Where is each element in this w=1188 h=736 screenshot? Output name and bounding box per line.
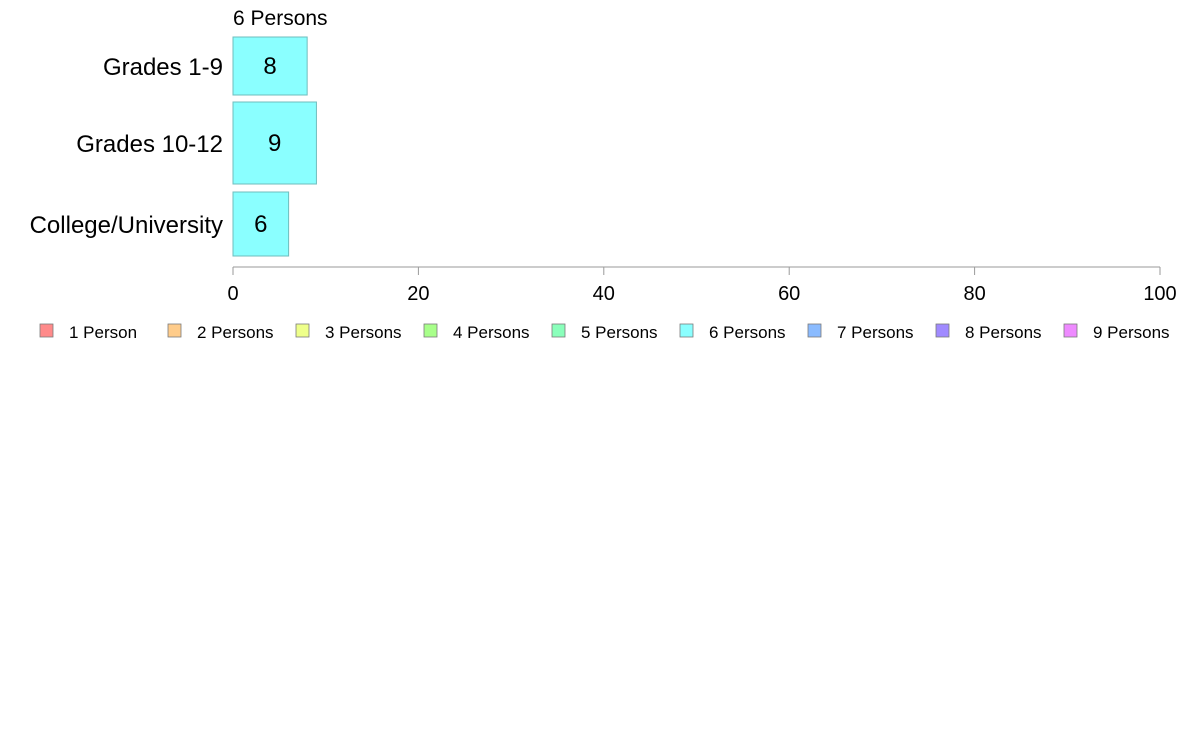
legend-item: 6 Persons [680,323,786,342]
legend: 1 Person 2 Persons 3 Persons 4 Persons 5 Per… [40,323,1170,342]
bar-value-label: 9 [268,130,281,157]
legend-swatch [1064,324,1077,337]
legend-swatch [40,324,53,337]
legend-item: 1 Person [40,323,137,342]
legend-label: 7 Persons [837,323,914,342]
legend-label: 3 Persons [325,323,402,342]
bar-value-label: 6 [254,211,267,238]
category-label: Grades 10-12 [76,131,223,158]
x-tick-label: 20 [407,283,429,305]
legend-item: 9 Persons [1064,323,1170,342]
legend-label: 1 Person [69,323,137,342]
legend-label: 4 Persons [453,323,530,342]
x-axis: 0 20 40 60 80 100 [227,267,1176,305]
bar-value-label: 8 [263,53,276,80]
x-tick-label: 40 [593,283,615,305]
legend-swatch [936,324,949,337]
x-tick-label: 100 [1143,283,1176,305]
legend-label: 8 Persons [965,323,1042,342]
category-label: College/University [30,212,223,239]
x-tick-label: 0 [227,283,238,305]
legend-item: 5 Persons [552,323,658,342]
legend-item: 3 Persons [296,323,402,342]
legend-label: 2 Persons [197,323,274,342]
legend-label: 6 Persons [709,323,786,342]
x-tick-label: 80 [963,283,985,305]
legend-label: 5 Persons [581,323,658,342]
legend-swatch [168,324,181,337]
x-tick-label: 60 [778,283,800,305]
category-labels: Grades 1-9 Grades 10-12 College/University [30,54,223,239]
legend-swatch [680,324,693,337]
legend-item: 8 Persons [936,323,1042,342]
legend-swatch [296,324,309,337]
legend-item: 4 Persons [424,323,530,342]
legend-swatch [808,324,821,337]
series-title: 6 Persons [233,7,328,30]
legend-swatch [552,324,565,337]
legend-swatch [424,324,437,337]
category-label: Grades 1-9 [103,54,223,81]
legend-label: 9 Persons [1093,323,1170,342]
legend-item: 7 Persons [808,323,914,342]
legend-item: 2 Persons [168,323,274,342]
bars-group: 8 9 6 [233,37,316,256]
